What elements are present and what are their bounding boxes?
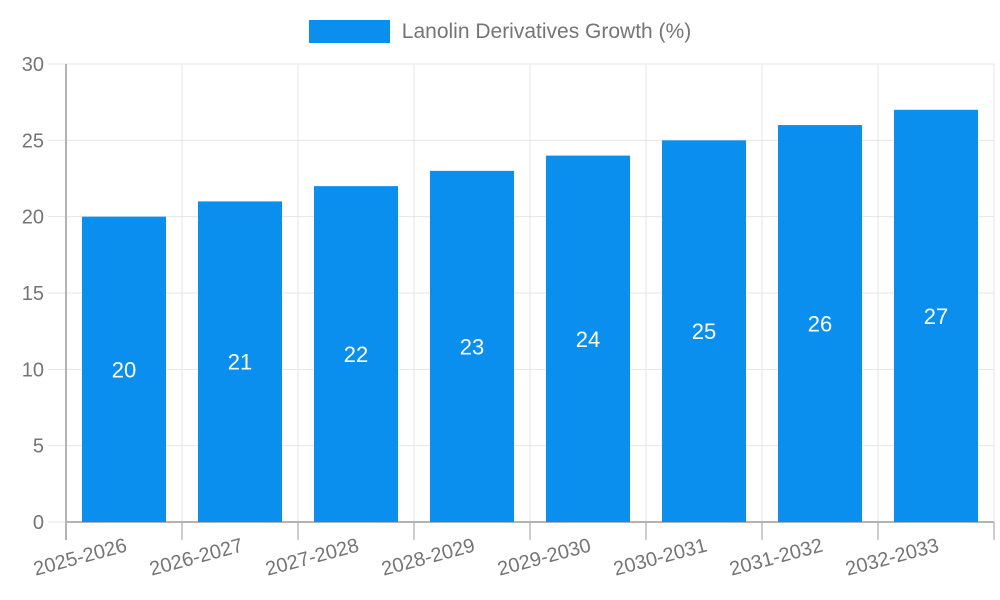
x-axis-tick-label: 2026-2027	[147, 535, 245, 581]
x-axis-tick-label: 2032-2033	[843, 535, 941, 581]
y-axis-tick-label: 15	[22, 283, 44, 305]
y-axis-tick-label: 25	[22, 130, 44, 152]
y-axis-tick-label: 20	[22, 207, 44, 229]
x-axis-tick-label: 2028-2029	[379, 535, 477, 581]
legend-color-swatch	[308, 20, 390, 43]
bar-value-label: 21	[228, 350, 252, 375]
bar[interactable]	[82, 216, 166, 522]
y-axis-tick-label: 10	[22, 359, 44, 381]
x-axis-tick-label: 2030-2031	[611, 535, 709, 581]
legend: Lanolin Derivatives Growth (%)	[0, 20, 1000, 43]
y-axis-tick-label: 30	[22, 54, 44, 76]
bar[interactable]	[198, 201, 282, 522]
bar-value-label: 20	[112, 357, 136, 382]
bar-value-label: 22	[344, 342, 368, 367]
bar[interactable]	[894, 109, 978, 523]
bar[interactable]	[430, 170, 514, 522]
legend-item[interactable]: Lanolin Derivatives Growth (%)	[308, 20, 692, 43]
x-axis-tick-label: 2029-2030	[495, 535, 593, 581]
bar-value-label: 24	[576, 327, 600, 352]
bar-value-label: 27	[924, 304, 948, 329]
bar[interactable]	[778, 125, 862, 523]
x-axis-tick-label: 2027-2028	[263, 535, 361, 581]
bar[interactable]	[546, 155, 630, 522]
bar-value-label: 25	[692, 319, 716, 344]
x-axis-tick-label: 2031-2032	[727, 535, 825, 581]
y-axis-tick-label: 5	[33, 436, 44, 458]
bar[interactable]	[662, 140, 746, 523]
legend-label: Lanolin Derivatives Growth (%)	[401, 20, 692, 43]
bar[interactable]	[314, 186, 398, 522]
bar-value-label: 26	[808, 312, 832, 337]
bar-value-label: 23	[460, 334, 484, 359]
y-axis-tick-label: 0	[33, 512, 44, 534]
x-axis-tick-label: 2025-2026	[31, 535, 129, 581]
